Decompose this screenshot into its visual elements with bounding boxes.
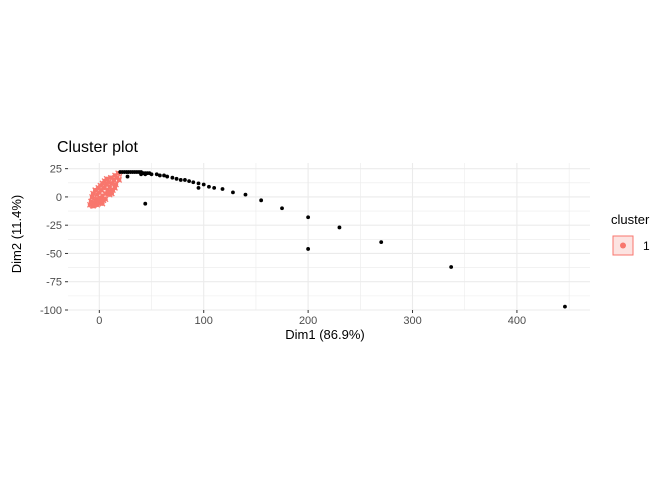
data-point: [563, 304, 567, 309]
data-point: [212, 185, 217, 190]
y-tick-label: -100: [40, 305, 62, 317]
data-point: [165, 174, 170, 179]
data-point: [231, 190, 235, 195]
data-point: [187, 179, 192, 183]
data-point: [201, 182, 206, 187]
y-tick-label: 25: [50, 164, 62, 176]
y-tick-label: -25: [46, 220, 62, 232]
cluster-1-hull-group: [86, 170, 124, 209]
data-point: [449, 265, 454, 269]
data-point: [162, 173, 166, 178]
x-tick-label: 200: [299, 315, 317, 327]
data-point: [125, 174, 130, 179]
y-tick-label: -50: [46, 248, 62, 260]
cluster-1-point: [99, 196, 104, 202]
data-points-group: [118, 170, 567, 309]
data-point: [170, 175, 175, 180]
data-point: [196, 185, 201, 190]
data-point: [178, 178, 183, 182]
data-point: [259, 198, 264, 203]
cluster-1-point: [104, 176, 109, 182]
data-point: [306, 247, 311, 251]
y-axis-title: Dim2 (11.4%): [9, 195, 24, 274]
data-point: [174, 176, 179, 181]
legend: cluster 1: [611, 212, 650, 256]
legend-key-point-cluster-1: [620, 242, 626, 249]
x-axis-title: Dim1 (86.9%): [285, 327, 364, 342]
cluster-1-point: [109, 181, 115, 186]
data-point: [149, 172, 154, 177]
x-tick-label: 400: [508, 315, 526, 327]
data-point: [243, 192, 248, 197]
data-point: [191, 180, 196, 185]
cluster-1-point: [100, 201, 105, 206]
data-point: [157, 173, 162, 178]
data-point: [220, 187, 225, 191]
data-point: [143, 201, 148, 206]
x-tick-label: 100: [195, 315, 213, 327]
cluster-1-point: [103, 196, 108, 202]
cluster-1-point: [90, 191, 96, 196]
data-point: [183, 178, 187, 182]
legend-title: cluster: [611, 212, 650, 227]
data-point: [154, 172, 159, 177]
cluster-1-point: [112, 185, 118, 191]
data-point: [280, 206, 284, 211]
cluster-1-point: [95, 202, 100, 208]
chart-title: Cluster plot: [57, 139, 138, 156]
data-point: [139, 172, 143, 177]
y-axis-tick-labels: 25 0 -25 -50 -75 -100: [40, 164, 68, 317]
cluster-1-point: [109, 191, 115, 196]
x-axis-tick-labels: 0 100 200 300 400: [96, 310, 526, 327]
data-point: [337, 225, 342, 230]
cluster-1-point: [116, 177, 122, 183]
data-point: [379, 240, 384, 245]
x-tick-label: 300: [403, 315, 421, 327]
y-tick-label: 0: [56, 192, 62, 204]
y-tick-label: -75: [46, 277, 62, 289]
legend-label-cluster-1: 1: [643, 239, 650, 253]
data-point: [143, 172, 148, 177]
data-point: [196, 181, 201, 186]
data-point: [306, 215, 311, 220]
x-tick-label: 0: [96, 315, 102, 327]
grid-lines: [68, 163, 590, 311]
cluster-1-point: [90, 203, 96, 209]
data-point: [207, 184, 211, 189]
